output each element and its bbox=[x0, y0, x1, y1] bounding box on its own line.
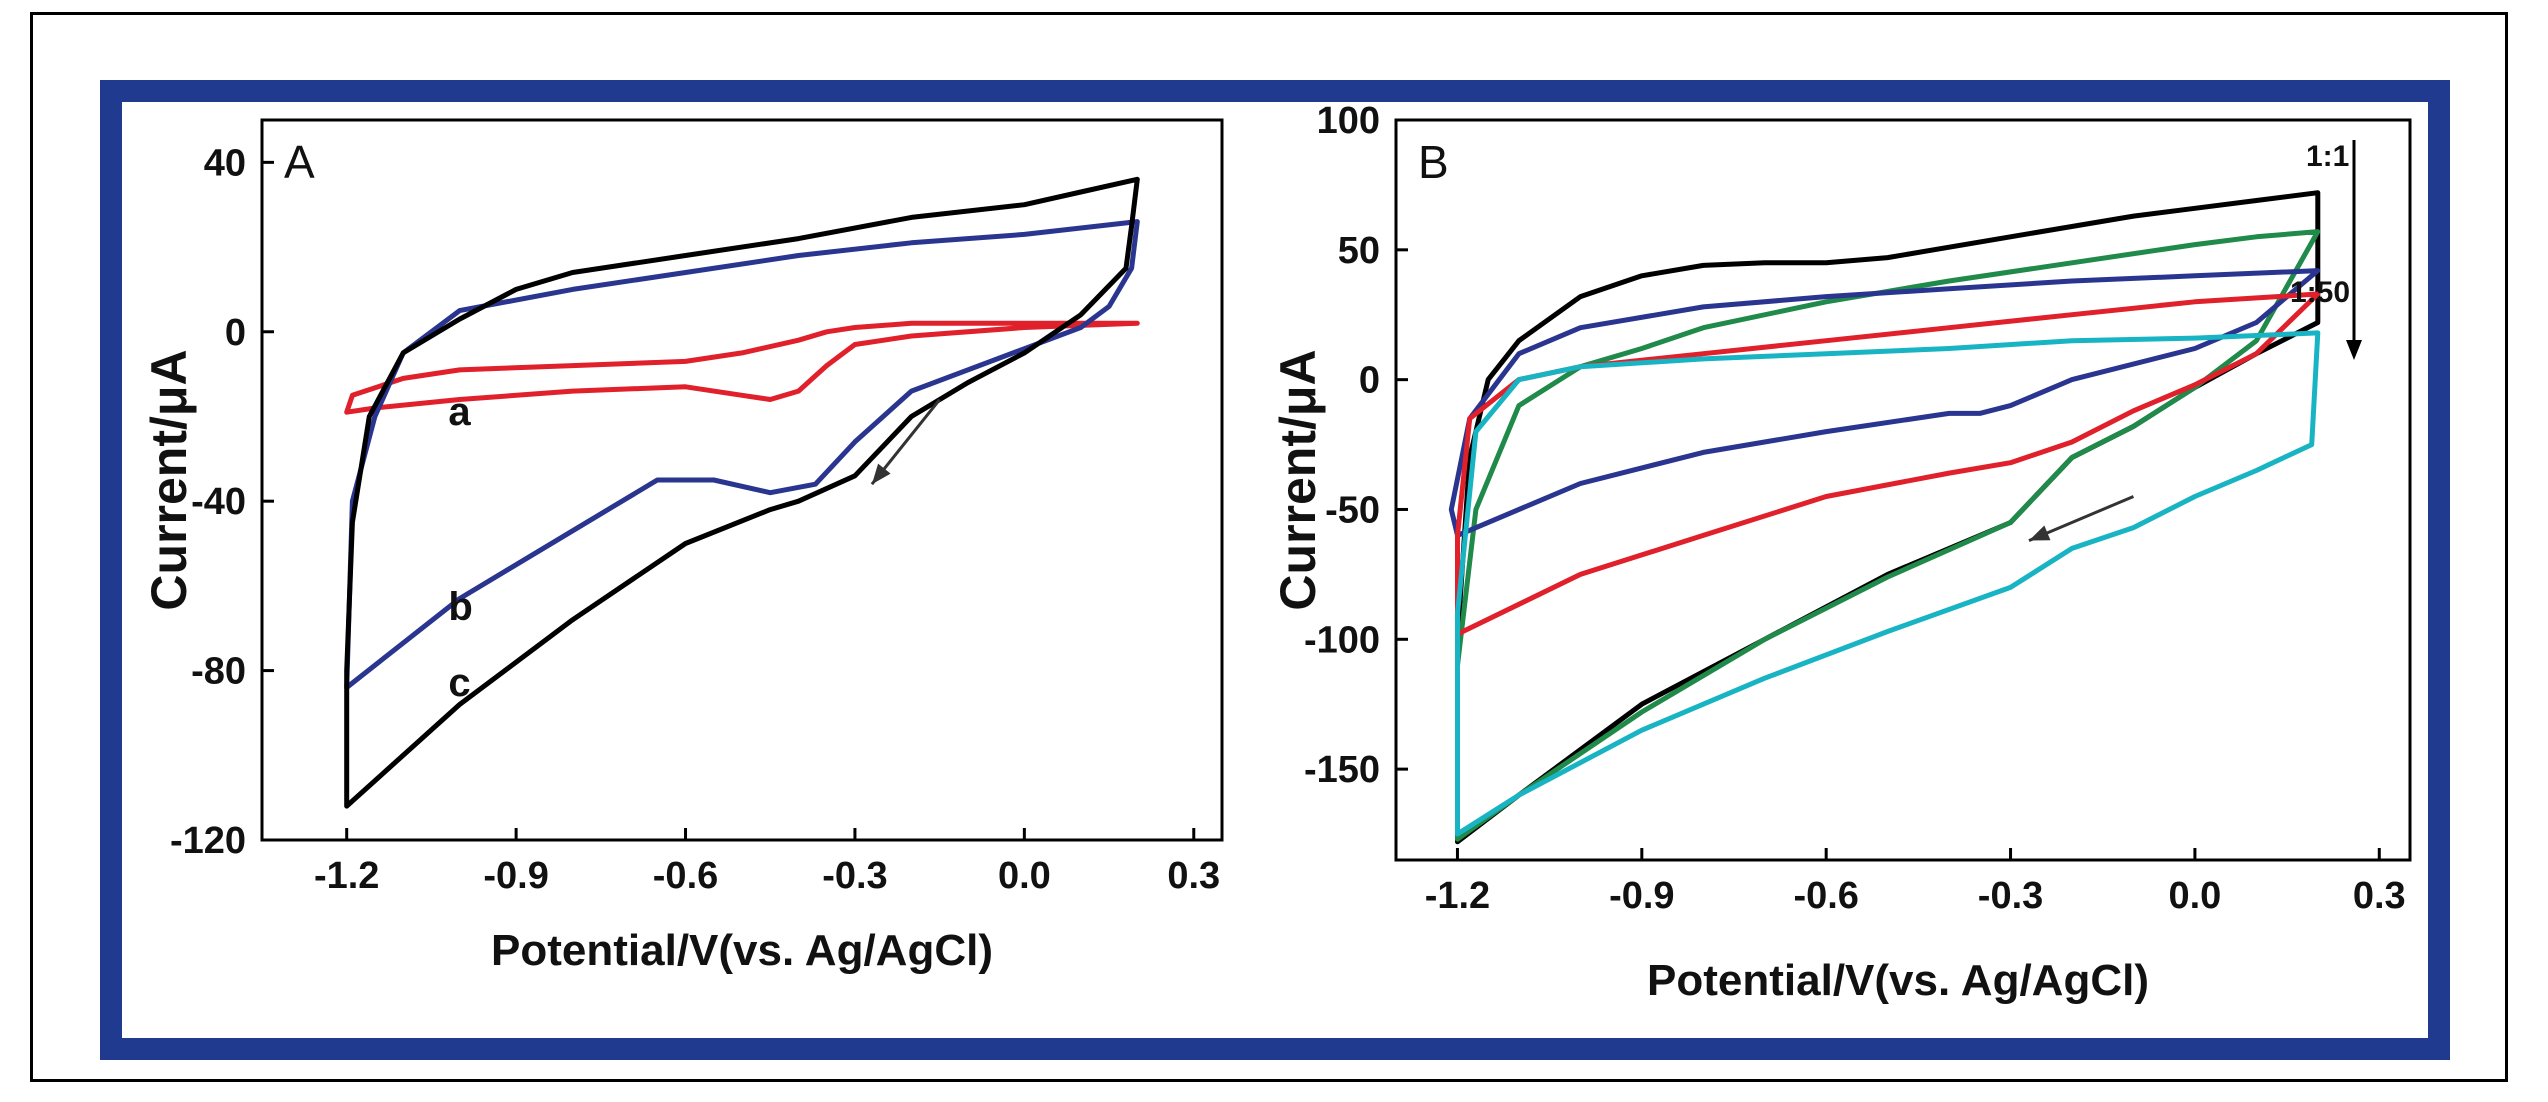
panel-b-series-green bbox=[1455, 229, 2321, 842]
panel-a-y-tick-label: -40 bbox=[191, 481, 246, 523]
panel-a-ticks: -1.2 -0.9 -0.6 -0.3 0.0 0.3 40 0 -40 -80 -120 bbox=[170, 142, 1220, 897]
panel-a-x-tick-label: 0.0 bbox=[998, 855, 1051, 897]
panel-a-plot-frame bbox=[260, 118, 1224, 842]
panel-b-x-axis-title: Potential/V(vs. Ag/AgCl) bbox=[1647, 956, 2149, 1005]
panel-b-y-tick-label: 0 bbox=[1359, 360, 1380, 402]
panel-a: A -1.2 -0.9 -0.6 -0.3 0.0 0.3 40 0 -40 -80 -120 a b… bbox=[141, 118, 1224, 975]
ratio-label-1-1: 1:1 bbox=[2306, 140, 2349, 173]
panel-b-x-tick-label: -0.3 bbox=[1978, 875, 2043, 917]
panel-a-y-tick-label: -120 bbox=[170, 820, 246, 862]
panel-a-x-tick-label: -0.6 bbox=[653, 855, 718, 897]
panel-b-y-tick-label: -150 bbox=[1304, 749, 1380, 791]
panel-a-annotations: a bc bbox=[448, 390, 472, 705]
panel-b-plot-frame bbox=[1394, 118, 2412, 862]
panel-b-series-red bbox=[1455, 291, 2321, 637]
panel-b-x-tick-label: -0.6 bbox=[1793, 875, 1858, 917]
panel-b-x-tick-label: -1.2 bbox=[1425, 875, 1490, 917]
panel-b-x-tick-label: 0.3 bbox=[2353, 875, 2406, 917]
panel-b-scan-arrow-head bbox=[2029, 525, 2051, 541]
panel-a-series bbox=[344, 176, 1140, 809]
panel-b-y-tick-label: -50 bbox=[1325, 489, 1380, 531]
panel-a-series-c bbox=[344, 176, 1140, 809]
curve-label-b: b bbox=[448, 585, 472, 629]
panel-b-y-tick-label: 50 bbox=[1338, 230, 1380, 272]
panel-b-ticks: -1.2 -0.9 -0.6 -0.3 0.0 0.3 100 50 0 -50 -100 -150 bbox=[1304, 100, 2406, 917]
panel-b-series bbox=[1448, 190, 2321, 845]
panel-a-y-tick-label: 40 bbox=[204, 142, 246, 184]
panel-a-y-axis-title: Current/μA bbox=[141, 349, 197, 610]
panel-b-letter: B bbox=[1418, 136, 1449, 188]
panel-a-letter: A bbox=[284, 136, 315, 188]
panel-a-x-tick-label: -1.2 bbox=[314, 855, 379, 897]
panel-b-x-tick-label: -0.9 bbox=[1609, 875, 1674, 917]
panel-b: B -1.2 -0.9 -0.6 -0.3 0.0 0.3 100 50 0 -50 -100 -15… bbox=[1270, 100, 2412, 1005]
panel-a-series-a bbox=[344, 320, 1140, 415]
panel-b-series-cyan bbox=[1455, 330, 2321, 837]
panel-a-scan-arrow-head bbox=[871, 463, 891, 485]
curve-label-a: a bbox=[448, 390, 471, 434]
panel-b-series-blue bbox=[1448, 268, 2321, 538]
panel-a-x-axis-title: Potential/V(vs. Ag/AgCl) bbox=[491, 926, 993, 975]
panel-b-y-axis-title: Current/μA bbox=[1270, 349, 1326, 610]
panel-b-y-tick-label: 100 bbox=[1317, 100, 1380, 142]
panel-a-x-tick-label: -0.3 bbox=[822, 855, 887, 897]
panel-a-x-tick-label: -0.9 bbox=[483, 855, 548, 897]
panel-b-x-tick-label: 0.0 bbox=[2168, 875, 2221, 917]
ratio-arrow-head bbox=[2346, 340, 2362, 360]
figure-blue-border bbox=[100, 80, 2450, 1060]
curve-label-c: c bbox=[448, 661, 470, 705]
panel-a-x-tick-label: 0.3 bbox=[1167, 855, 1220, 897]
panel-b-y-tick-label: -100 bbox=[1304, 619, 1380, 661]
panel-a-y-tick-label: -80 bbox=[191, 651, 246, 693]
panel-a-y-tick-label: 0 bbox=[225, 312, 246, 354]
ratio-label-1-50: 1:50 bbox=[2290, 276, 2350, 309]
